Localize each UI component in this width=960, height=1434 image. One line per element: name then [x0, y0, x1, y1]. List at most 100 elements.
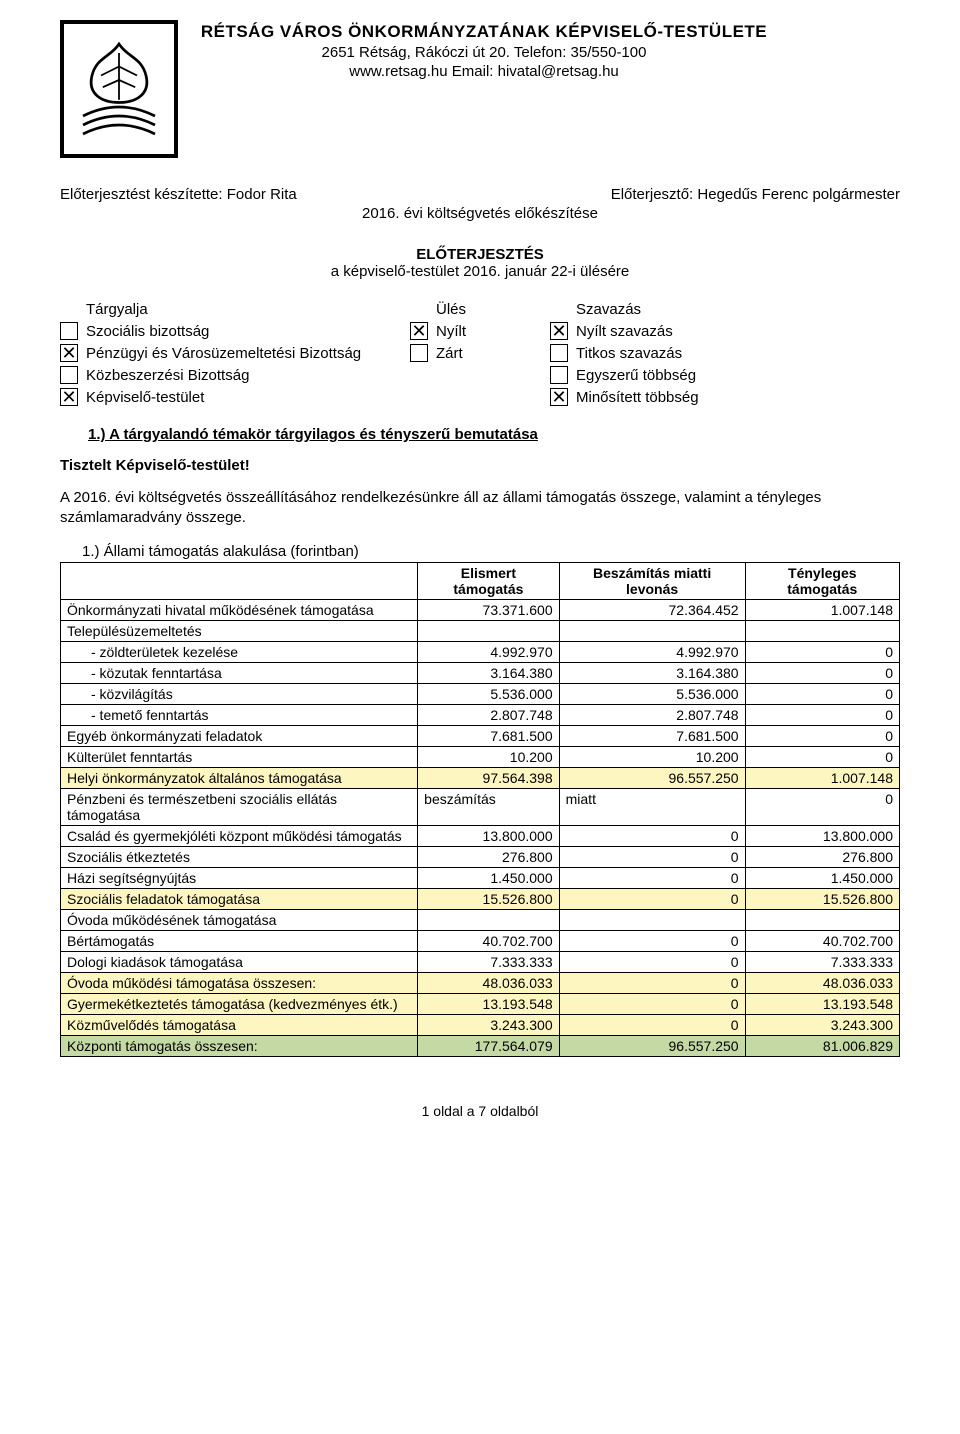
checkbox-grid: Tárgyalja Ülés Szavazás Szociális bizott…	[60, 298, 900, 408]
checkbox-icon	[60, 366, 78, 384]
row-label: Óvoda működési támogatása összesen:	[61, 972, 418, 993]
row-value: 0	[559, 1014, 745, 1035]
checkbox-label: Nyílt	[436, 323, 466, 340]
row-label: Egyéb önkormányzati feladatok	[61, 725, 418, 746]
prepared-by: Előterjesztést készítette: Fodor Rita	[60, 186, 297, 203]
th-beszamitas: Beszámítás miatti levonás	[559, 562, 745, 599]
row-value: 40.702.700	[418, 930, 559, 951]
row-value: 0	[559, 930, 745, 951]
table-row: Központi támogatás összesen:177.564.0799…	[61, 1035, 900, 1056]
salutation: Tisztelt Képviselő-testület!	[60, 457, 900, 474]
row-value: 7.681.500	[559, 725, 745, 746]
table-row: Dologi kiadások támogatása7.333.33307.33…	[61, 951, 900, 972]
header-text: RÉTSÁG VÁROS ÖNKORMÁNYZATÁNAK KÉPVISELŐ-…	[68, 20, 900, 80]
row-value: 15.526.800	[418, 888, 559, 909]
table-row: Szociális feladatok támogatása15.526.800…	[61, 888, 900, 909]
row-value: 1.007.148	[745, 767, 899, 788]
row-value: 13.800.000	[418, 825, 559, 846]
document-page: RÉTSÁG VÁROS ÖNKORMÁNYZATÁNAK KÉPVISELŐ-…	[0, 0, 960, 1139]
table-row: Óvoda működési támogatása összesen:48.03…	[61, 972, 900, 993]
row-value: 0	[559, 972, 745, 993]
row-value: 96.557.250	[559, 1035, 745, 1056]
funding-table: Elismert támogatás Beszámítás miatti lev…	[60, 562, 900, 1057]
row-value: 0	[745, 704, 899, 725]
row-label: Szociális étkeztetés	[61, 846, 418, 867]
row-value: 4.992.970	[559, 641, 745, 662]
row-value: 177.564.079	[418, 1035, 559, 1056]
proposal-subtitle: a képviselő-testület 2016. január 22-i ü…	[60, 263, 900, 280]
row-value: 97.564.398	[418, 767, 559, 788]
table-row: Pénzbeni és természetbeni szociális ellá…	[61, 788, 900, 825]
checkbox-header-row: Tárgyalja Ülés Szavazás	[60, 298, 900, 320]
row-label: Házi segítségnyújtás	[61, 867, 418, 888]
row-value: 3.243.300	[745, 1014, 899, 1035]
checkbox-row: ✕ Pénzügyi és Városüzemeltetési Bizottság…	[60, 342, 900, 364]
row-value: 3.164.380	[559, 662, 745, 683]
row-value: 1.450.000	[745, 867, 899, 888]
budget-line: 2016. évi költségvetés előkészítése	[60, 205, 900, 222]
table-row: Egyéb önkormányzati feladatok7.681.5007.…	[61, 725, 900, 746]
row-value: 0	[559, 825, 745, 846]
row-value: 13.800.000	[745, 825, 899, 846]
row-label: - zöldterületek kezelése	[61, 641, 418, 662]
row-label: - közvilágítás	[61, 683, 418, 704]
checkbox-label: Nyílt szavazás	[576, 323, 673, 340]
row-value: 2.807.748	[418, 704, 559, 725]
row-value: 276.800	[745, 846, 899, 867]
table-row: - temető fenntartás2.807.7482.807.7480	[61, 704, 900, 725]
row-value	[559, 909, 745, 930]
row-value: 48.036.033	[418, 972, 559, 993]
row-value: 2.807.748	[559, 704, 745, 725]
row-value: 1.450.000	[418, 867, 559, 888]
checkbox-label: Közbeszerzési Bizottság	[86, 367, 249, 384]
checkbox-icon: ✕	[60, 344, 78, 362]
row-value: 0	[745, 725, 899, 746]
table-row: - közutak fenntartása3.164.3803.164.3800	[61, 662, 900, 683]
row-value: miatt	[559, 788, 745, 825]
th-tenyleges: Tényleges támogatás	[745, 562, 899, 599]
row-value: 81.006.829	[745, 1035, 899, 1056]
row-value: 3.164.380	[418, 662, 559, 683]
row-value: 73.371.600	[418, 599, 559, 620]
checkbox-row: ✕Képviselő-testület✕Minősített többség	[60, 386, 900, 408]
th-elismert: Elismert támogatás	[418, 562, 559, 599]
row-value: 1.007.148	[745, 599, 899, 620]
checkbox-label: Egyszerű többség	[576, 367, 696, 384]
row-label: Külterület fenntartás	[61, 746, 418, 767]
row-label: Óvoda működésének támogatása	[61, 909, 418, 930]
row-label: Dologi kiadások támogatása	[61, 951, 418, 972]
table-row: Házi segítségnyújtás1.450.00001.450.000	[61, 867, 900, 888]
row-value	[418, 620, 559, 641]
th-blank	[61, 562, 418, 599]
table-row: Szociális étkeztetés276.8000276.800	[61, 846, 900, 867]
org-address: 2651 Rétság, Rákóczi út 20. Telefon: 35/…	[68, 44, 900, 61]
row-value: 0	[745, 788, 899, 825]
row-value: 10.200	[418, 746, 559, 767]
row-value: 4.992.970	[418, 641, 559, 662]
table-row: - közvilágítás5.536.0005.536.0000	[61, 683, 900, 704]
row-label: Településüzemeltetés	[61, 620, 418, 641]
row-value: 48.036.033	[745, 972, 899, 993]
col-targyalja: Tárgyalja	[86, 301, 148, 318]
row-value: 7.333.333	[418, 951, 559, 972]
row-label: Központi támogatás összesen:	[61, 1035, 418, 1056]
section-1-title: 1.) A tárgyalandó témakör tárgyilagos és…	[88, 426, 900, 443]
row-value: beszámítás	[418, 788, 559, 825]
row-value: 276.800	[418, 846, 559, 867]
row-value: 0	[745, 662, 899, 683]
row-label: - közutak fenntartása	[61, 662, 418, 683]
row-value: 0	[745, 683, 899, 704]
row-label: Önkormányzati hivatal működésének támoga…	[61, 599, 418, 620]
row-value: 13.193.548	[418, 993, 559, 1014]
prep-line: Előterjesztést készítette: Fodor Rita El…	[60, 186, 900, 203]
row-value: 13.193.548	[745, 993, 899, 1014]
header-block: RÉTSÁG VÁROS ÖNKORMÁNYZATÁNAK KÉPVISELŐ-…	[60, 20, 900, 158]
table-row: - zöldterületek kezelése4.992.9704.992.9…	[61, 641, 900, 662]
col-ules: Ülés	[436, 301, 466, 318]
row-label: Gyermekétkeztetés támogatása (kedvezmény…	[61, 993, 418, 1014]
checkbox-label: Pénzügyi és Városüzemeltetési Bizottság	[86, 345, 361, 362]
checkbox-icon: ✕	[550, 322, 568, 340]
checkbox-label: Képviselő-testület	[86, 389, 204, 406]
row-value	[559, 620, 745, 641]
table-row: Önkormányzati hivatal működésének támoga…	[61, 599, 900, 620]
